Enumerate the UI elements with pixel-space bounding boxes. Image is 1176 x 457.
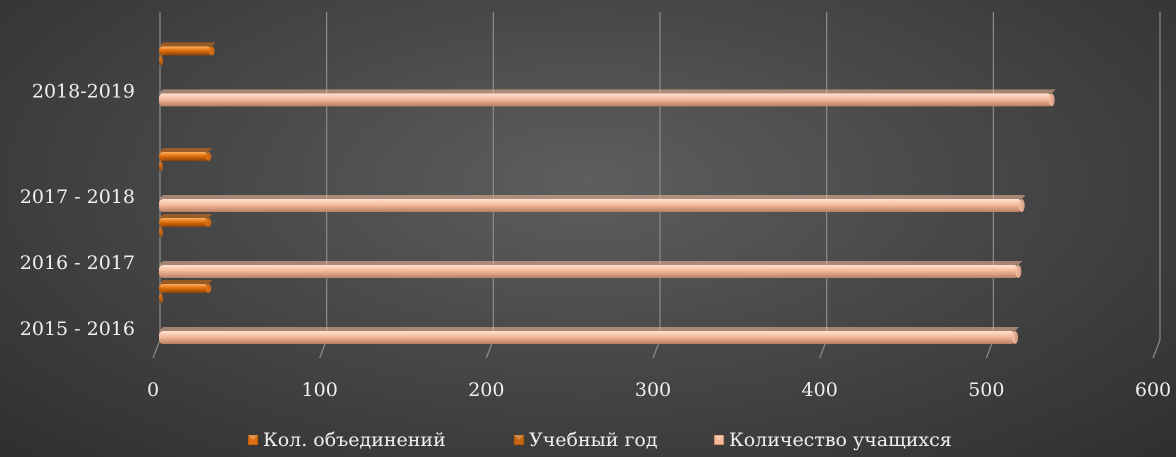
bars	[159, 42, 1056, 344]
y-axis: 2015 - 2016 2016 - 2017 2017 - 2018 2018-20…	[20, 80, 135, 340]
bar	[159, 152, 208, 161]
bar-end-cap	[1049, 93, 1055, 106]
x-tick-label: 0	[147, 379, 159, 401]
x-tick-label: 600	[1135, 379, 1171, 401]
bar-end-cap	[205, 284, 211, 293]
bar-top-face	[159, 148, 212, 152]
x-tick-label: 300	[635, 379, 671, 401]
legend-label: Учебный год	[529, 429, 658, 451]
y-tick-label: 2016 - 2017	[20, 252, 135, 274]
x-axis: 0 100 200 300 400 500 600	[147, 379, 1171, 401]
bar-end-cap	[160, 228, 163, 237]
bar-top-face	[159, 42, 216, 46]
bar-top-face	[159, 280, 212, 284]
bar-end-cap	[1019, 199, 1025, 212]
bar	[159, 284, 208, 293]
bar-end-cap	[209, 46, 215, 55]
bar	[159, 46, 212, 55]
bar	[159, 218, 208, 227]
bar-end-cap	[160, 56, 163, 65]
bar-end-cap	[205, 152, 211, 161]
gridlines	[153, 12, 1160, 358]
bar-top-face	[159, 327, 1019, 331]
floor-tick	[153, 340, 160, 358]
bar-end-cap	[1015, 265, 1021, 278]
bar-end-cap	[205, 218, 211, 227]
y-tick-label: 2017 - 2018	[20, 186, 135, 208]
y-tick-label: 2018-2019	[32, 80, 135, 102]
bar	[159, 331, 1015, 344]
floor-tick	[1153, 340, 1160, 358]
legend-label: Кол. объединений	[263, 429, 446, 451]
legend: Кол. объединений Учебный год Количество уч…	[248, 429, 952, 451]
bar-end-cap	[160, 294, 163, 303]
x-tick-label: 200	[468, 379, 504, 401]
bar-top-face	[159, 261, 1022, 265]
bar-top-face	[159, 89, 1056, 93]
bar	[159, 199, 1022, 212]
bar	[159, 265, 1018, 278]
x-tick-label: 400	[802, 379, 838, 401]
y-tick-label: 2015 - 2016	[20, 318, 135, 340]
bar-top-face	[159, 214, 212, 218]
bar-top-face	[159, 195, 1026, 199]
x-tick-label: 500	[968, 379, 1004, 401]
x-tick-label: 100	[302, 379, 338, 401]
legend-label: Количество учащихся	[729, 429, 952, 451]
bar	[159, 93, 1052, 106]
bar-end-cap	[1012, 331, 1018, 344]
bar-end-cap	[160, 162, 163, 171]
